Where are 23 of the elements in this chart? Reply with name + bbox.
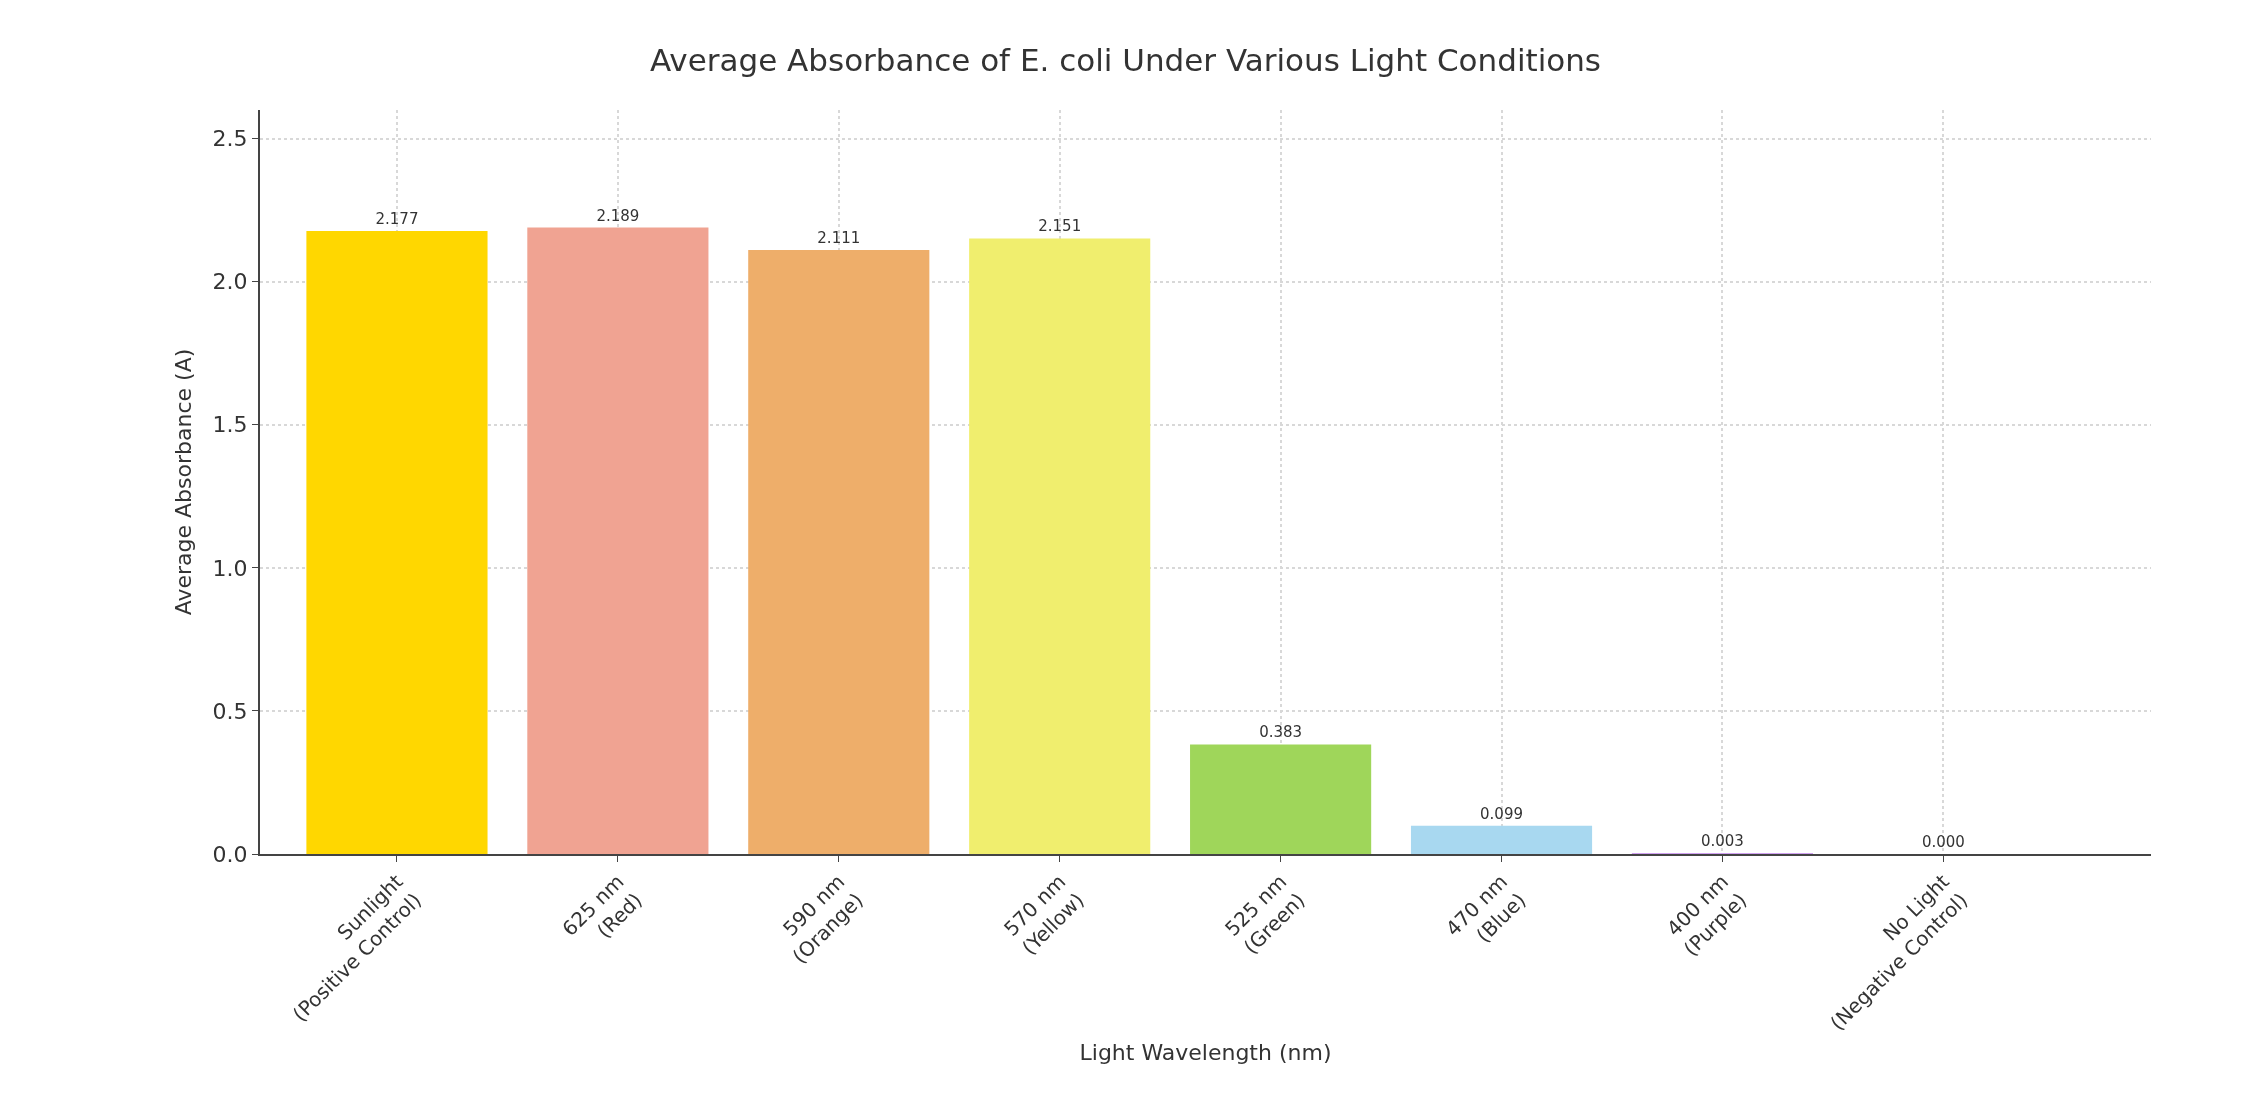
x-axis-title: Light Wavelength (nm) xyxy=(1079,1039,1332,1065)
data-label: 0.383 xyxy=(1259,723,1303,742)
data-label: 2.189 xyxy=(596,206,640,225)
y-tick-label: 0.0 xyxy=(212,841,248,867)
data-label: 2.177 xyxy=(375,210,419,229)
chart-title: Average Absorbance of E. coli Under Various Light Conditions xyxy=(649,42,1602,79)
bar xyxy=(306,231,488,854)
data-label: 2.111 xyxy=(817,228,861,247)
bar xyxy=(748,249,930,854)
bar xyxy=(1410,825,1593,854)
y-tick-label: 2.0 xyxy=(212,269,248,295)
data-label: 0.000 xyxy=(1921,833,1965,851)
y-tick-label: 1.5 xyxy=(212,412,248,438)
y-tick-label: 2.5 xyxy=(212,126,248,152)
y-tick-label: 0.5 xyxy=(212,698,248,724)
bar xyxy=(1190,744,1372,854)
data-label: 0.003 xyxy=(1700,832,1744,850)
data-label: 2.151 xyxy=(1038,217,1082,236)
data-label: 0.099 xyxy=(1480,804,1523,823)
y-axis-title: Average Absorbance (A) xyxy=(170,348,196,616)
bar xyxy=(969,238,1151,854)
y-tick-label: 1.0 xyxy=(212,555,248,581)
bar xyxy=(527,227,709,854)
